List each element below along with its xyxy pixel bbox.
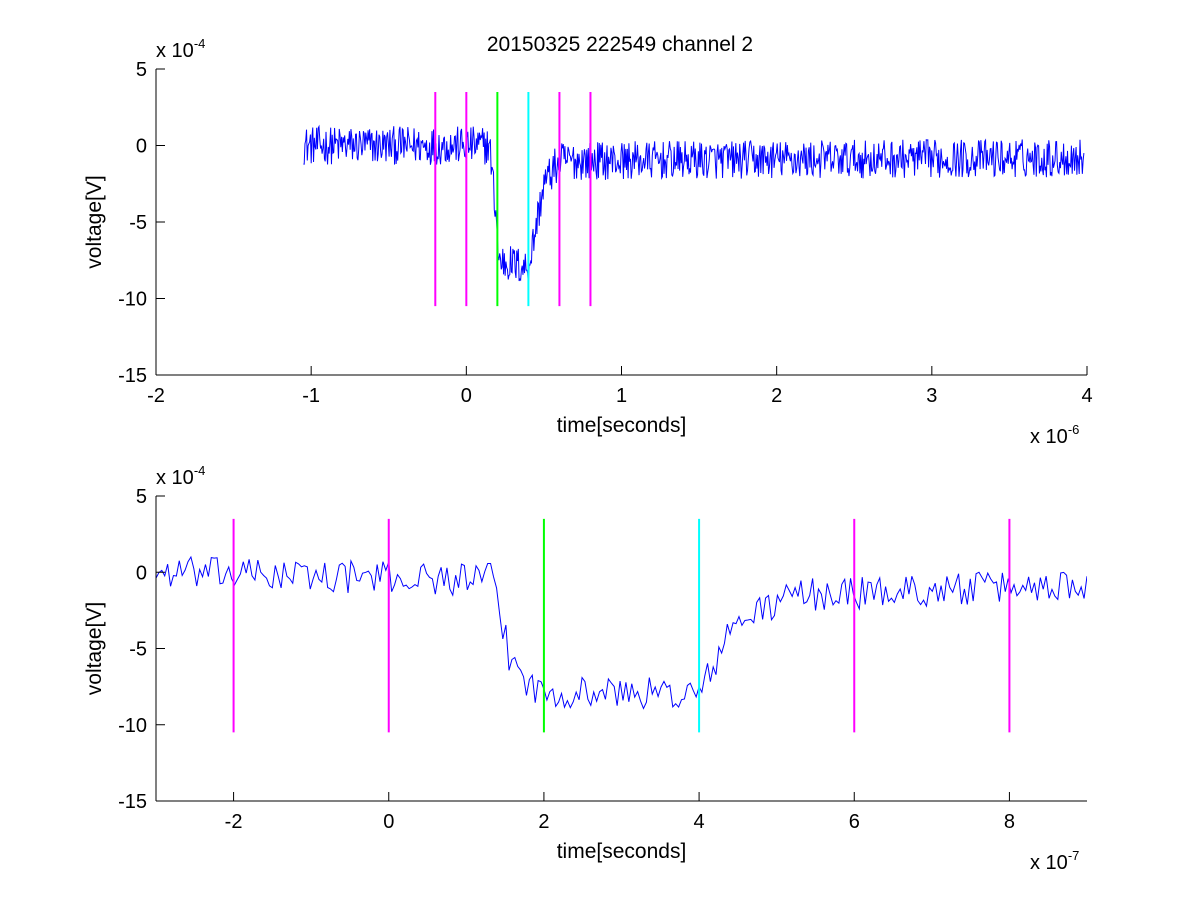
y-axis-label: voltage[V] xyxy=(83,175,106,268)
y-tick-label: 0 xyxy=(136,136,147,158)
x-exponent-power: -7 xyxy=(1068,848,1080,863)
x-tick-label: -2 xyxy=(225,811,243,833)
y-exponent-power: -4 xyxy=(194,36,206,51)
x-axis-label: time[seconds] xyxy=(557,414,687,437)
x-tick-label: 0 xyxy=(461,385,472,407)
y-tick-label: 0 xyxy=(136,562,147,584)
y-tick-label: -5 xyxy=(129,212,147,234)
x-tick-label: 2 xyxy=(538,811,549,833)
x-exponent-label: x 10-7 xyxy=(1030,848,1079,874)
y-tick-label: -15 xyxy=(118,365,147,387)
x-exponent-label: x 10-6 xyxy=(1030,422,1079,448)
x-tick-label: 1 xyxy=(616,385,627,407)
x-tick-label: 8 xyxy=(1004,811,1015,833)
y-exponent-power: -4 xyxy=(194,463,206,478)
x-tick-label: 2 xyxy=(771,385,782,407)
y-axis-label: voltage[V] xyxy=(83,602,106,695)
signal-trace xyxy=(303,124,1085,286)
y-tick-label: -15 xyxy=(118,791,147,813)
x-tick-label: -1 xyxy=(302,385,320,407)
x-exponent-power: -6 xyxy=(1068,422,1080,437)
y-tick-label: -10 xyxy=(118,715,147,737)
x-tick-label: 4 xyxy=(694,811,705,833)
x-tick-label: 4 xyxy=(1081,385,1092,407)
x-axis-label: time[seconds] xyxy=(557,840,687,863)
y-tick-label: -10 xyxy=(118,289,147,311)
figure-title: 20150325 222549 channel 2 xyxy=(487,33,753,56)
x-tick-label: 6 xyxy=(849,811,860,833)
y-tick-label: 5 xyxy=(136,59,147,81)
top-plot: -2 -1 0 1 2 3 4-15-10-505time[seconds]voltage[… xyxy=(83,36,1093,448)
signal-trace xyxy=(156,555,1087,710)
y-exponent-label: x 10-4 xyxy=(156,463,205,489)
y-exponent-label: x 10-4 xyxy=(156,36,205,62)
y-tick-label: -5 xyxy=(129,639,147,661)
bottom-plot: -2 0 2 4 6 8 -15 -10 -5 0 5 time[seconds] voltage[V]… xyxy=(83,463,1087,874)
x-tick-label: 3 xyxy=(926,385,937,407)
x-tick-label: -2 xyxy=(147,385,165,407)
x-tick-label: 0 xyxy=(383,811,394,833)
y-tick-label: 5 xyxy=(136,486,147,508)
